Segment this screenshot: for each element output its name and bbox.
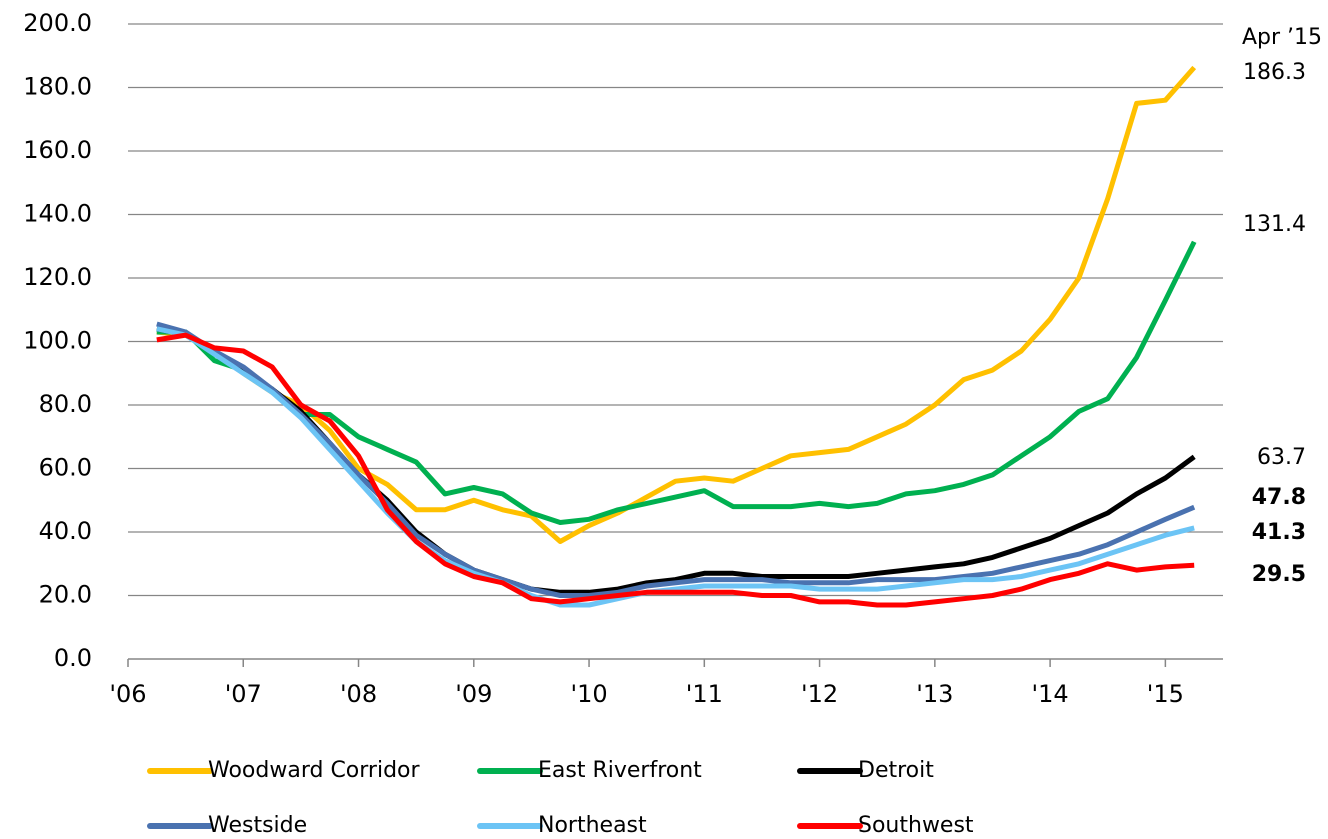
series-line [156,65,1197,544]
x-tick-label: '09 [455,680,492,708]
y-tick-label: 200.0 [23,9,92,37]
x-tick-label: '06 [109,680,146,708]
series-line [156,326,1195,608]
x-tick-label: '08 [340,680,377,708]
annotation: Apr ’15 [1242,25,1322,50]
y-tick-label: 120.0 [23,263,92,291]
y-tick-label: 160.0 [23,136,92,164]
y-tick-label: 180.0 [23,73,92,101]
end-label: 131.4 [1243,212,1306,237]
y-tick-label: 140.0 [23,200,92,228]
series-line [156,332,1195,608]
x-tick-label: '14 [1032,680,1069,708]
x-tick-label: '07 [225,680,262,708]
series-line [156,321,1196,598]
y-tick-label: 40.0 [39,517,92,545]
legend-label: Woodward Corridor [208,758,421,783]
end-label: 63.7 [1257,445,1306,470]
y-tick-label: 60.0 [39,454,92,482]
x-tick-label: '10 [570,680,607,708]
x-tick-label: '11 [686,680,723,708]
y-tick-label: 80.0 [39,390,92,418]
y-tick-label: 20.0 [39,581,92,609]
legend-label: Northeast [538,813,647,838]
end-label: 186.3 [1243,60,1306,85]
end-label: 47.8 [1252,485,1306,510]
y-tick-label: 0.0 [54,644,92,672]
y-tick-label: 100.0 [23,327,92,355]
series-line [156,326,1196,595]
series-line [156,240,1197,525]
legend-label: Westside [208,813,307,838]
x-tick-label: '12 [801,680,838,708]
legend-label: Southwest [858,813,974,838]
x-tick-label: '13 [916,680,953,708]
end-label: 29.5 [1252,562,1306,587]
legend-label: East Riverfront [538,758,702,783]
legend-label: Detroit [858,758,934,783]
end-label: 41.3 [1252,520,1306,545]
x-tick-label: '15 [1147,680,1184,708]
